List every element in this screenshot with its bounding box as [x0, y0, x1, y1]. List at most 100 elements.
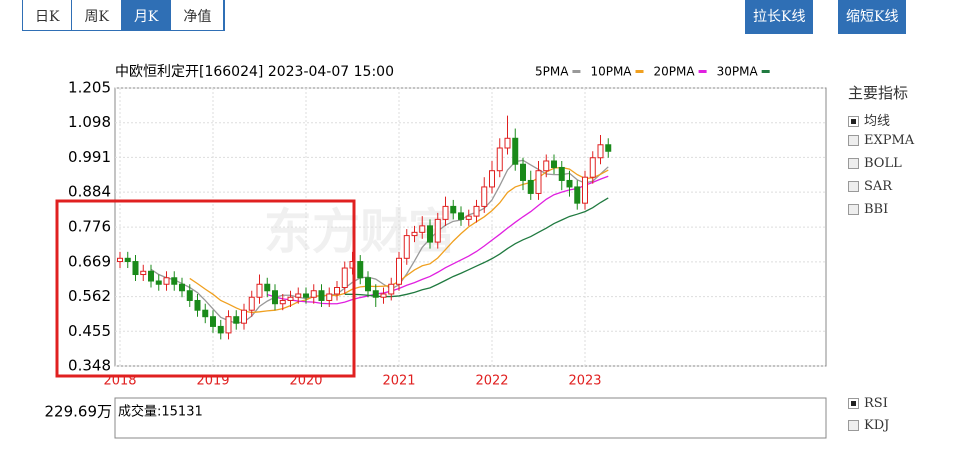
candle-body: [334, 286, 340, 295]
candle-body: [287, 296, 294, 301]
candle-body: [117, 257, 123, 263]
indicator-label: RSI: [864, 396, 888, 411]
candle-body: [303, 293, 309, 298]
indicator-label: KDJ: [864, 418, 890, 433]
candle-body: [450, 205, 457, 214]
indicator[interactable]: BBI: [848, 202, 888, 217]
candle-body: [210, 316, 216, 327]
candle-body: [186, 290, 193, 301]
candle-body: [520, 163, 526, 181]
legend-label: 30PMA: [717, 65, 759, 79]
legend-swatch: [572, 70, 581, 73]
candle-body: [589, 157, 596, 178]
x-tick-label: 2021: [382, 374, 415, 389]
tab[interactable]: 净值: [171, 0, 225, 30]
button[interactable]: 缩短K线: [838, 0, 907, 34]
candle-body: [489, 170, 495, 188]
candle-body: [597, 144, 604, 159]
candle-body: [295, 293, 302, 298]
tab[interactable]: 月K: [121, 0, 172, 30]
candle-body: [419, 225, 426, 233]
indicator[interactable]: EXPMA: [848, 133, 914, 148]
chart: 东方财富 中欧恒利定开[166024] 2023-04-07 15:00 229…: [45, 64, 827, 439]
y-tick-label: 0.991: [68, 148, 111, 166]
candle-body: [396, 257, 402, 285]
indicator[interactable]: BOLL: [848, 156, 902, 171]
tab[interactable]: 日K: [23, 0, 73, 30]
candle-body: [496, 147, 503, 172]
candle-body: [535, 170, 542, 194]
candle-body: [434, 218, 441, 243]
candle-body: [132, 261, 139, 276]
candle-body: [411, 231, 418, 237]
indicator[interactable]: SAR: [848, 179, 892, 194]
candle-body: [326, 293, 333, 301]
indicator-label: BOLL: [864, 156, 902, 171]
candle-body: [171, 277, 178, 285]
candle-body: [194, 299, 201, 311]
candle-body: [403, 235, 410, 259]
candle-body: [256, 283, 263, 298]
legend-label: 20PMA: [654, 65, 696, 79]
legend-label: 10PMA: [590, 65, 632, 79]
candle-body: [605, 144, 612, 152]
y-tick-label: 0.669: [68, 252, 111, 270]
tab[interactable]: 周K: [72, 0, 122, 30]
candle-body: [473, 205, 480, 217]
button[interactable]: 拉长K线: [745, 0, 814, 34]
candle-body: [179, 283, 185, 292]
candle-body: [504, 137, 511, 149]
legend-label: 5PMA: [535, 65, 569, 79]
candle-body: [279, 299, 286, 305]
candle-body: [512, 137, 519, 165]
y-tick-label: 0.562: [68, 287, 111, 305]
candle-body: [427, 225, 433, 243]
ma-line: [344, 197, 609, 298]
legend-swatch: [635, 70, 644, 73]
indicator-label: BBI: [864, 202, 889, 217]
indicator[interactable]: 均线: [848, 110, 890, 129]
legend-swatch: [698, 70, 707, 73]
y-tick-label: 0.884: [68, 183, 111, 201]
candle-body: [140, 270, 147, 276]
candle-body: [481, 186, 488, 207]
candle-body: [233, 316, 240, 324]
tab-bar: 日K 周K 月K 净值: [22, 0, 226, 31]
candle-body: [380, 293, 387, 298]
indicator-label: 均线: [864, 114, 891, 129]
y-tick-label: 0.455: [68, 322, 111, 340]
indicator[interactable]: RSI: [848, 396, 888, 411]
indicator-title: 主要指标: [848, 84, 909, 102]
candle-body: [341, 267, 348, 288]
chart-title: 中欧恒利定开[166024] 2023-04-07 15:00: [115, 64, 394, 80]
indicator-label: EXPMA: [864, 133, 915, 148]
y-tick-label: 0.776: [68, 218, 111, 236]
candle-body: [566, 179, 573, 188]
legend-swatch: [761, 70, 770, 73]
ma-line: [267, 175, 609, 305]
candle-body: [272, 290, 278, 305]
candle-body: [582, 176, 588, 204]
candle-body: [558, 166, 565, 181]
candle-body: [225, 316, 232, 334]
y-tick-label: 0.348: [68, 357, 111, 375]
candle-body: [217, 325, 224, 334]
highlight-box: [55, 199, 356, 378]
candle-body: [318, 290, 325, 301]
candle-body: [163, 277, 170, 285]
x-tick-label: 2022: [475, 374, 508, 389]
candle-body: [248, 296, 255, 311]
candle-body: [310, 290, 317, 298]
candle-body: [148, 270, 154, 282]
x-tick-label: 2023: [568, 374, 601, 389]
candle-body: [264, 283, 271, 292]
volume-axis-label: 229.69万: [45, 403, 113, 421]
candle-body: [551, 160, 557, 168]
candle-body: [372, 290, 379, 298]
volume-frame: [114, 397, 827, 439]
indicator-label: SAR: [864, 179, 893, 194]
candle-body: [155, 280, 162, 285]
indicator[interactable]: KDJ: [848, 418, 889, 433]
volume-label: 成交量:15131: [118, 404, 203, 420]
